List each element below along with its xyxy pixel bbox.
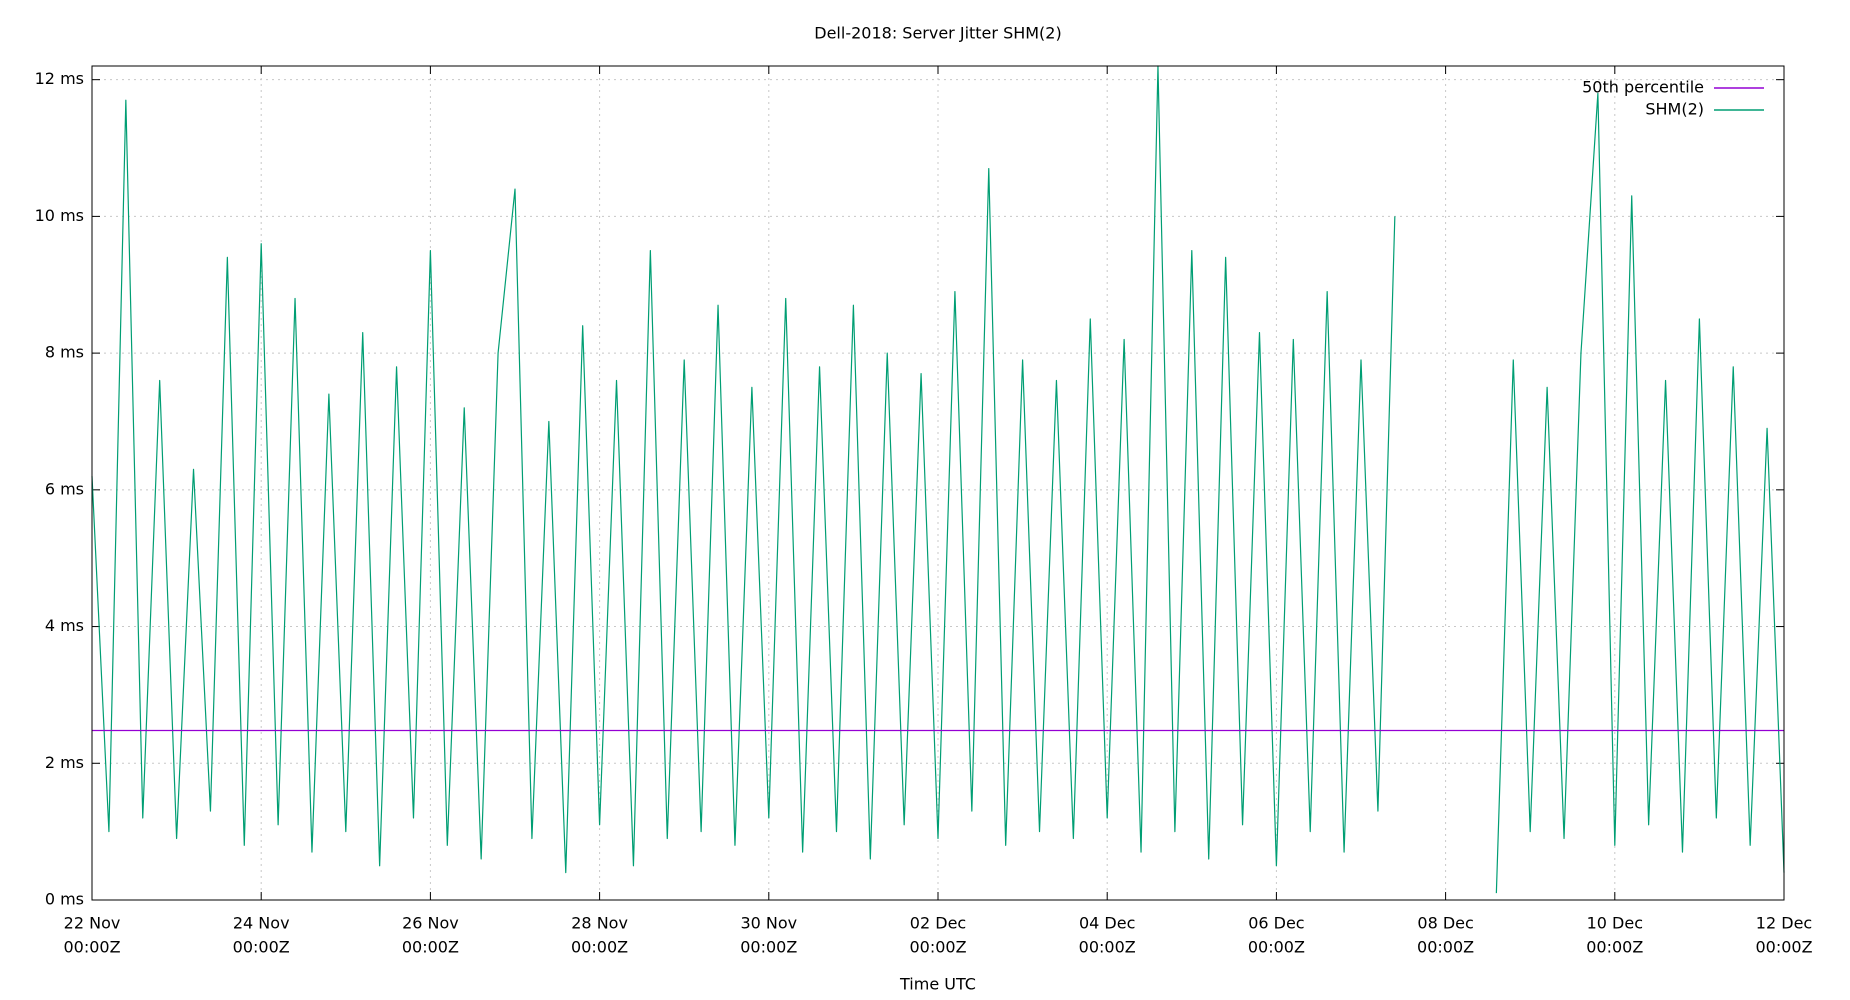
x-tick-label: 10 Dec [1587, 914, 1643, 933]
x-tick-label: 00:00Z [1755, 938, 1812, 957]
series-line [91, 65, 1785, 894]
x-axis-label: Time UTC [899, 975, 976, 994]
plot-frame [91, 65, 1785, 901]
x-tick-label: 30 Nov [740, 914, 797, 933]
x-tick-label: 00:00Z [63, 938, 120, 957]
x-tick-label: 00:00Z [1417, 938, 1474, 957]
x-tick-label: 26 Nov [402, 914, 459, 933]
x-tick-label: 00:00Z [402, 938, 459, 957]
x-tick-label: 00:00Z [1586, 938, 1643, 957]
x-tick-label: 00:00Z [571, 938, 628, 957]
x-tick-label: 08 Dec [1417, 914, 1473, 933]
x-tick-label: 04 Dec [1079, 914, 1135, 933]
x-tick-label: 06 Dec [1248, 914, 1304, 933]
x-tick-label: 24 Nov [233, 914, 290, 933]
x-tick-label: 00:00Z [1079, 938, 1136, 957]
x-tick-label: 02 Dec [910, 914, 966, 933]
y-tick-label: 12 ms [35, 69, 84, 88]
y-tick-label: 4 ms [45, 616, 84, 635]
legend-label: 50th percentile [1582, 78, 1704, 97]
y-tick-label: 8 ms [45, 343, 84, 362]
x-tick-label: 22 Nov [64, 914, 121, 933]
x-tick-label: 00:00Z [740, 938, 797, 957]
legend-label: SHM(2) [1645, 100, 1704, 119]
x-tick-label: 00:00Z [909, 938, 966, 957]
x-tick-label: 28 Nov [571, 914, 628, 933]
chart-title: Dell-2018: Server Jitter SHM(2) [814, 24, 1061, 43]
y-tick-label: 2 ms [45, 753, 84, 772]
y-tick-label: 10 ms [35, 206, 84, 225]
x-tick-label: 00:00Z [233, 938, 290, 957]
x-tick-label: 12 Dec [1756, 914, 1812, 933]
x-tick-label: 00:00Z [1248, 938, 1305, 957]
y-tick-label: 0 ms [45, 890, 84, 909]
y-tick-label: 6 ms [45, 479, 84, 498]
